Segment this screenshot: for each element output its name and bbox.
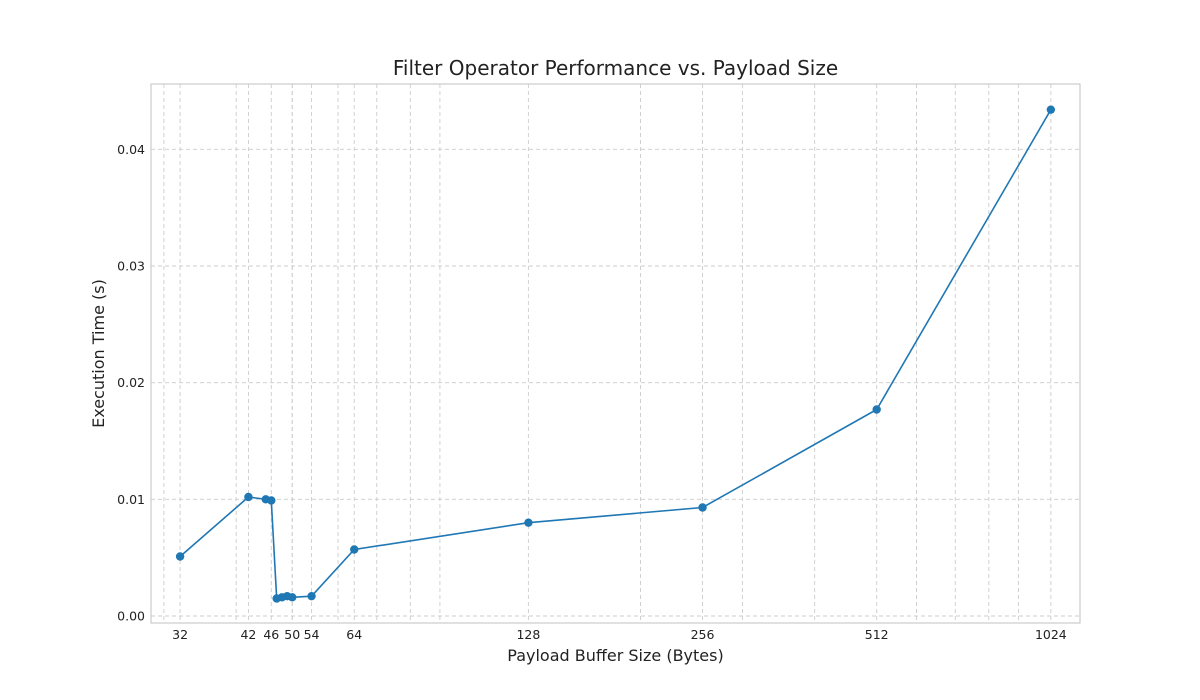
chart-title: Filter Operator Performance vs. Payload …: [393, 56, 838, 80]
data-point: [175, 552, 185, 561]
y-tick-label: 0.01: [117, 492, 145, 507]
plot-frame: [150, 83, 1081, 624]
y-tick-label: 0.03: [117, 259, 145, 274]
data-point: [267, 496, 276, 505]
x-axis-label: Payload Buffer Size (Bytes): [507, 646, 723, 665]
y-tick-label: 0.04: [117, 142, 145, 157]
series-line: [179, 109, 1052, 600]
x-tick-label: 512: [865, 627, 889, 642]
data-point: [350, 545, 359, 554]
x-tick-labels: 32 42 46 50 54 64 128 256 512 1024: [172, 627, 1067, 642]
data-point: [1046, 105, 1056, 114]
y-axis-label: Execution Time (s): [89, 279, 108, 428]
x-tick-label: 50: [284, 627, 300, 642]
x-tick-label: 42: [240, 627, 256, 642]
data-point: [244, 492, 253, 502]
x-tick-label: 32: [172, 627, 188, 642]
data-point: [307, 591, 316, 601]
data-point: [524, 518, 533, 527]
x-tick-label: 1024: [1035, 627, 1067, 642]
data-point: [872, 405, 881, 414]
x-tick-label: 54: [304, 627, 320, 642]
y-tick-label: 0.02: [117, 375, 145, 390]
x-tick-label: 64: [346, 627, 362, 642]
data-point: [698, 503, 707, 512]
x-tick-label: 256: [691, 627, 715, 642]
data-point: [288, 593, 297, 602]
series-layer: [175, 105, 1056, 603]
y-tick-labels: 0.00 0.01 0.02 0.03 0.04: [117, 142, 145, 624]
grid-lines: [151, 84, 1080, 623]
x-tick-label: 46: [263, 627, 279, 642]
y-tick-label: 0.00: [117, 609, 145, 624]
x-tick-label: 128: [516, 627, 540, 642]
